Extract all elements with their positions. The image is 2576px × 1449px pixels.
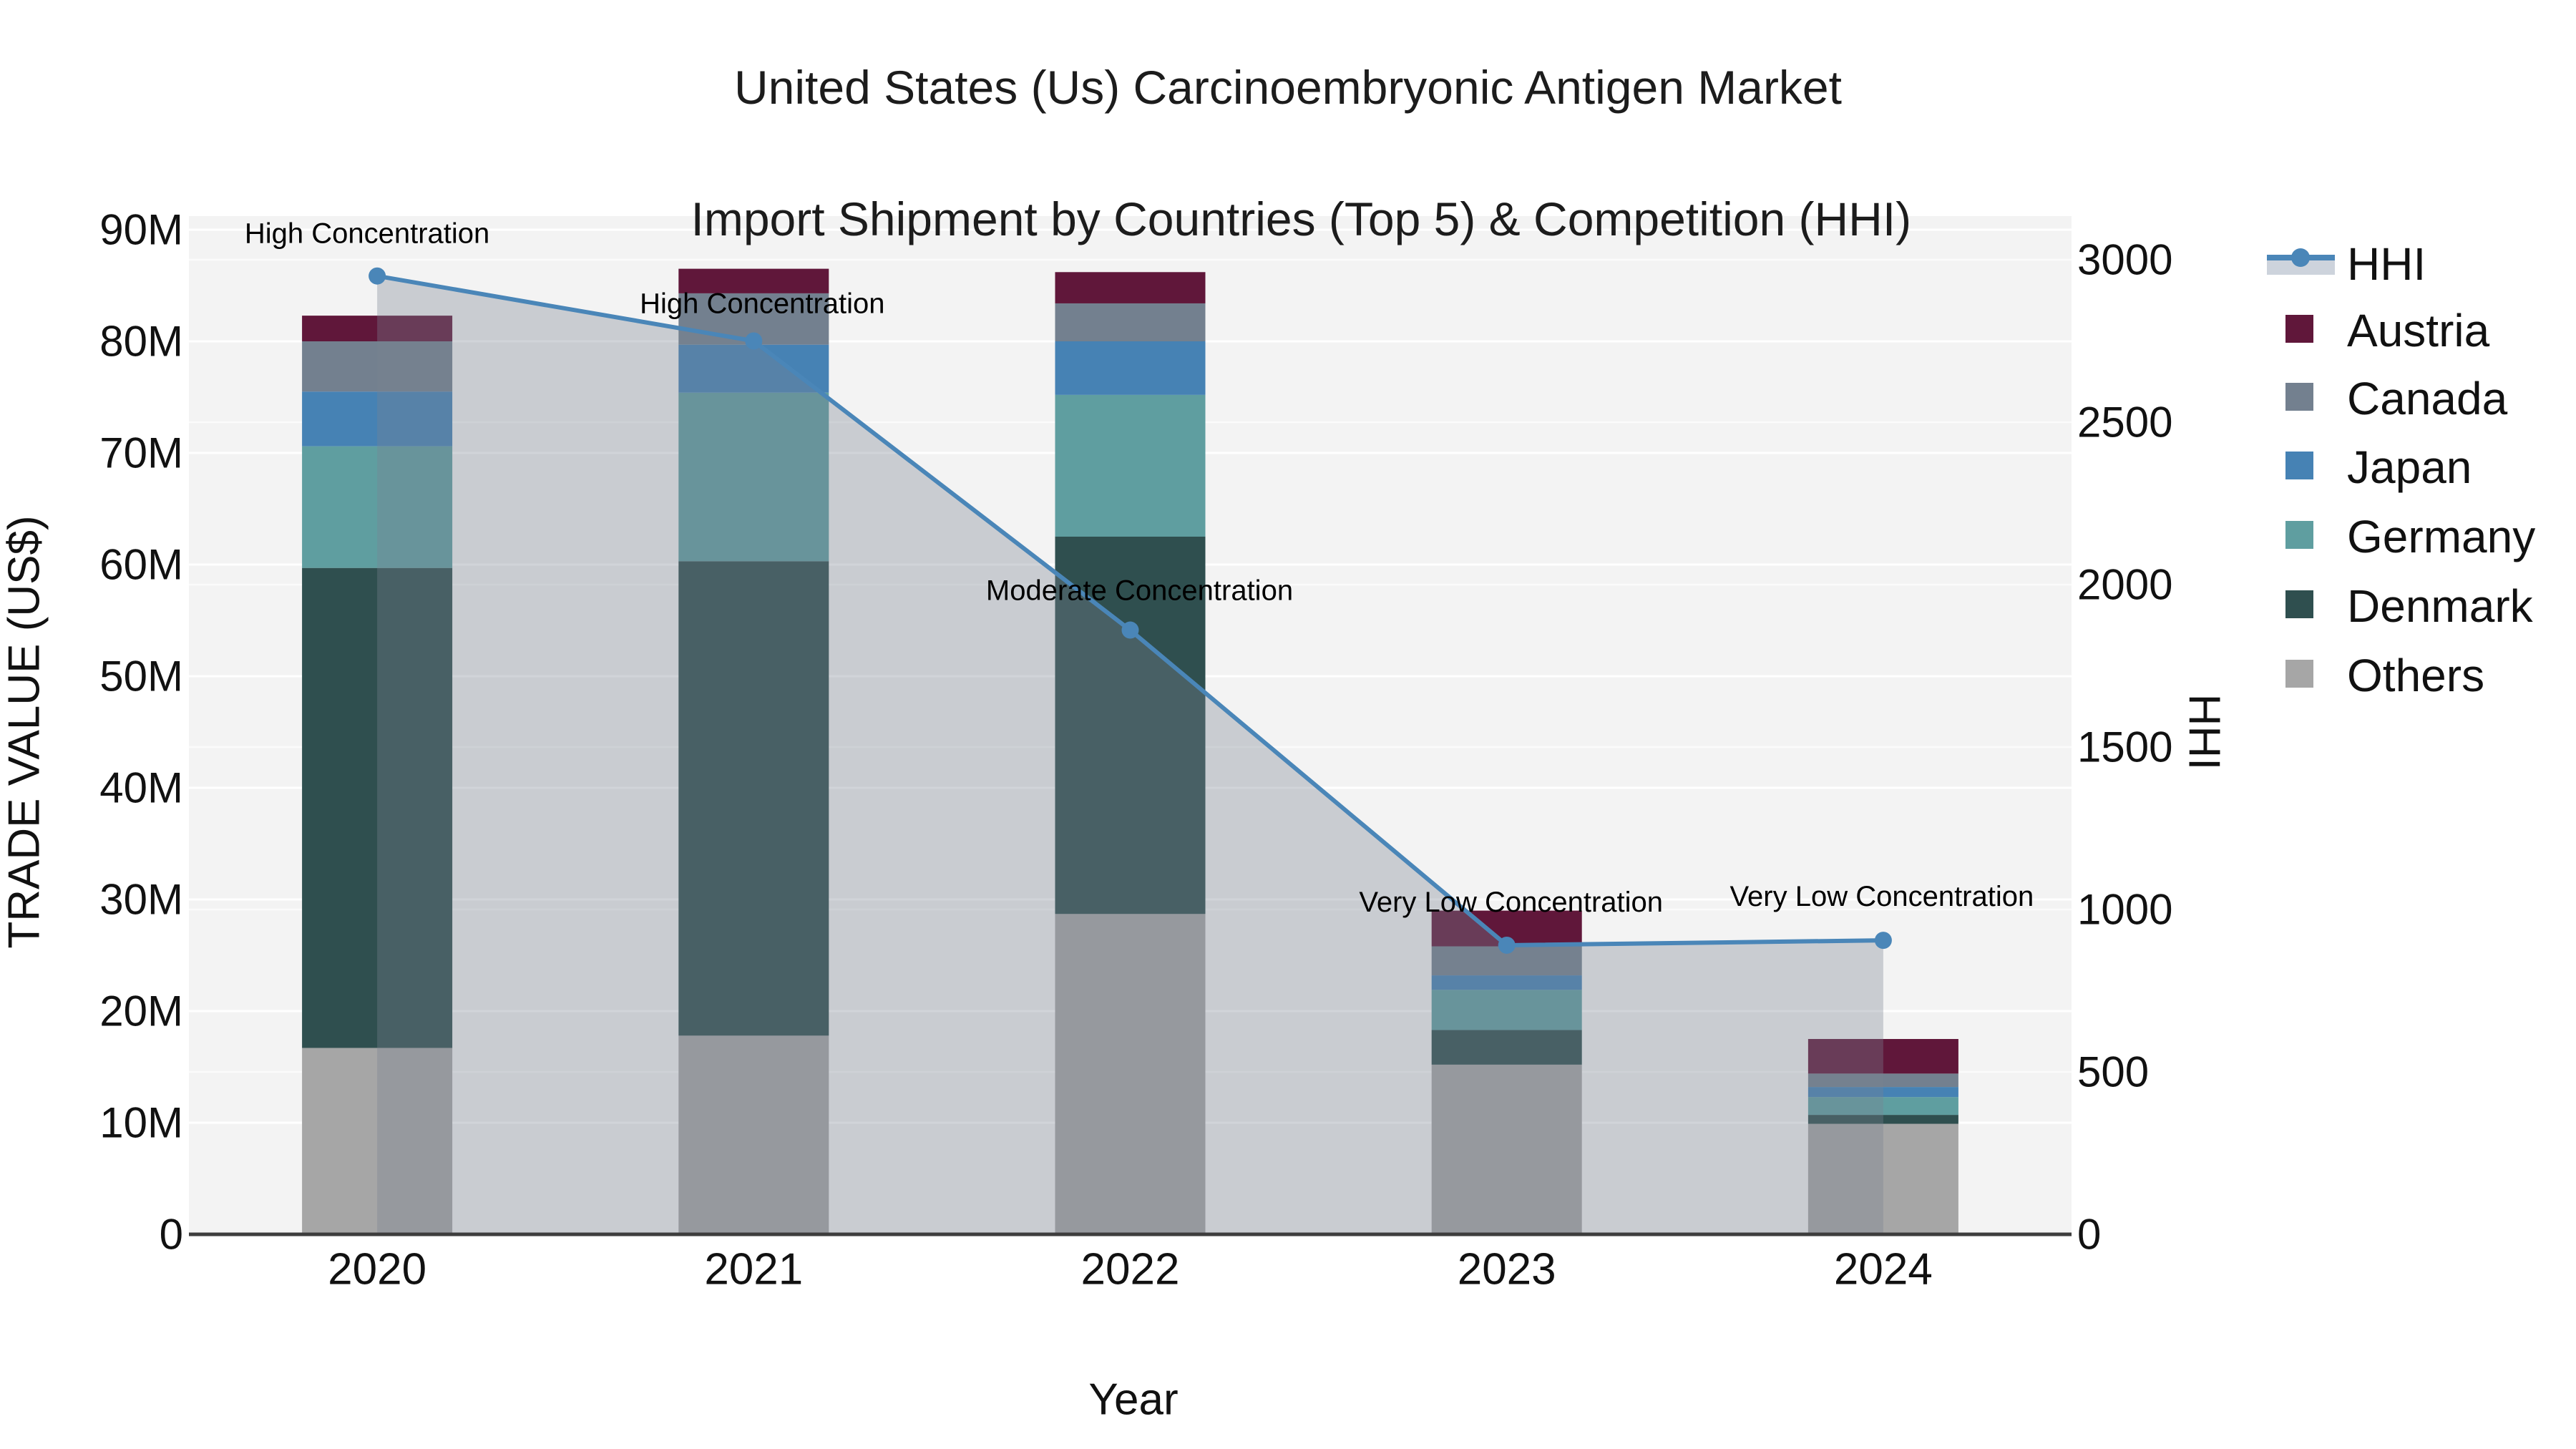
bar-canada-2020[interactable] (302, 341, 453, 392)
y-left-tick-0: 0 (160, 1211, 183, 1259)
bar-denmark-2022[interactable] (1055, 537, 1206, 914)
chart-title: United States (Us) Carcinoembryonic Anti… (0, 54, 2576, 252)
legend-label-hhi: HHI (2347, 238, 2426, 290)
bar-germany-2021[interactable] (678, 392, 829, 562)
chart-title-line2: Import Shipment by Countries (Top 5) & C… (691, 192, 1912, 245)
hhi-markers (369, 267, 1892, 954)
y-right-tick-1000: 1000 (2077, 886, 2172, 934)
bar-japan-2022[interactable] (1055, 341, 1206, 395)
stacked-bars (302, 268, 1958, 1234)
legend-swatch-others (2285, 660, 2313, 688)
y-right-tick-labels: 0 500 1000 1500 2000 2500 3000 (2077, 236, 2172, 1259)
bar-others-2023[interactable] (1431, 1064, 1582, 1234)
bar-austria-2020[interactable] (302, 316, 453, 341)
chart-title-line1: United States (Us) Carcinoembryonic Anti… (734, 61, 1842, 114)
bar-germany-2023[interactable] (1431, 990, 1582, 1030)
y-right-tick-2000: 2000 (2077, 561, 2172, 609)
legend-hhi-marker-icon (2291, 248, 2310, 267)
bar-denmark-2021[interactable] (678, 561, 829, 1036)
legend-swatch-austria (2285, 315, 2313, 343)
bar-others-2021[interactable] (678, 1035, 829, 1234)
y-right-tick-1500: 1500 (2077, 723, 2172, 771)
y-left-tick-70M: 70M (99, 429, 183, 477)
bar-denmark-2020[interactable] (302, 567, 453, 1048)
y-left-axis-title: TRADE VALUE (US$) (0, 515, 49, 949)
legend-label-austria: Austria (2347, 305, 2490, 356)
y-left-tick-60M: 60M (99, 541, 183, 589)
annotation-2021: High Concentration (640, 288, 884, 320)
bar-canada-2024[interactable] (1807, 1073, 1958, 1088)
y-right-tick-500: 500 (2077, 1048, 2149, 1096)
hhi-marker-2021[interactable] (745, 332, 763, 350)
x-tick-2022: 2022 (1081, 1245, 1180, 1294)
y-left-tick-20M: 20M (99, 987, 183, 1035)
legend-swatch-germany (2285, 521, 2313, 549)
annotations: High Concentration High Concentration Mode… (245, 218, 2034, 918)
legend-swatch-denmark (2285, 590, 2313, 618)
y-left-tick-80M: 80M (99, 318, 183, 366)
bar-denmark-2024[interactable] (1807, 1115, 1958, 1124)
bar-others-2024[interactable] (1807, 1123, 1958, 1234)
bar-austria-2024[interactable] (1807, 1039, 1958, 1074)
annotation-2024: Very Low Concentration (1730, 881, 2034, 912)
bar-austria-2022[interactable] (1055, 272, 1206, 303)
hhi-marker-2024[interactable] (1874, 932, 1892, 950)
annotation-2022: Moderate Concentration (986, 575, 1293, 607)
x-axis-title: Year (1088, 1375, 1179, 1425)
hhi-marker-2023[interactable] (1498, 936, 1516, 954)
y-right-tick-3000: 3000 (2077, 236, 2172, 284)
bar-germany-2020[interactable] (302, 446, 453, 568)
bar-others-2020[interactable] (302, 1048, 453, 1234)
bar-canada-2022[interactable] (1055, 303, 1206, 341)
x-tick-2021: 2021 (704, 1245, 803, 1294)
annotation-2020: High Concentration (245, 218, 489, 250)
legend-label-others: Others (2347, 650, 2485, 701)
x-tick-2020: 2020 (328, 1245, 426, 1294)
legend-label-canada: Canada (2347, 373, 2508, 424)
x-tick-labels: 2020 2021 2022 2023 2024 (328, 1245, 1933, 1294)
x-tick-2024: 2024 (1834, 1245, 1933, 1294)
y-right-tick-0: 0 (2077, 1211, 2101, 1259)
y-left-tick-90M: 90M (99, 206, 183, 254)
legend-label-denmark: Denmark (2347, 580, 2533, 632)
y-left-tick-40M: 40M (99, 764, 183, 812)
bar-japan-2024[interactable] (1807, 1087, 1958, 1098)
legend-hhi-band (2267, 260, 2335, 275)
bar-japan-2023[interactable] (1431, 975, 1582, 990)
legend-swatch-japan (2285, 452, 2313, 479)
bar-denmark-2023[interactable] (1431, 1030, 1582, 1065)
annotation-2023: Very Low Concentration (1359, 887, 1663, 918)
bar-germany-2022[interactable] (1055, 394, 1206, 537)
y-left-tick-labels: 0 10M 20M 30M 40M 50M 60M 70M 80M 90M (99, 206, 183, 1259)
hhi-marker-2020[interactable] (369, 267, 386, 285)
y-left-tick-30M: 30M (99, 876, 183, 924)
x-tick-2023: 2023 (1458, 1245, 1556, 1294)
y-right-tick-2500: 2500 (2077, 399, 2172, 447)
y-left-tick-10M: 10M (99, 1099, 183, 1147)
bar-austria-2021[interactable] (678, 268, 829, 293)
hhi-marker-2022[interactable] (1121, 621, 1139, 639)
y-left-tick-50M: 50M (99, 653, 183, 701)
bar-japan-2020[interactable] (302, 391, 453, 447)
hhi-area-fill (377, 275, 1883, 1235)
legend-label-japan: Japan (2347, 441, 2472, 493)
bar-germany-2024[interactable] (1807, 1097, 1958, 1116)
bar-japan-2021[interactable] (678, 344, 829, 393)
bar-others-2022[interactable] (1055, 914, 1206, 1234)
y-right-axis-title: HHI (2179, 693, 2229, 771)
legend-swatch-canada (2285, 383, 2313, 411)
legend-label-germany: Germany (2347, 511, 2536, 562)
legend-hhi-line-sample (2267, 248, 2335, 276)
